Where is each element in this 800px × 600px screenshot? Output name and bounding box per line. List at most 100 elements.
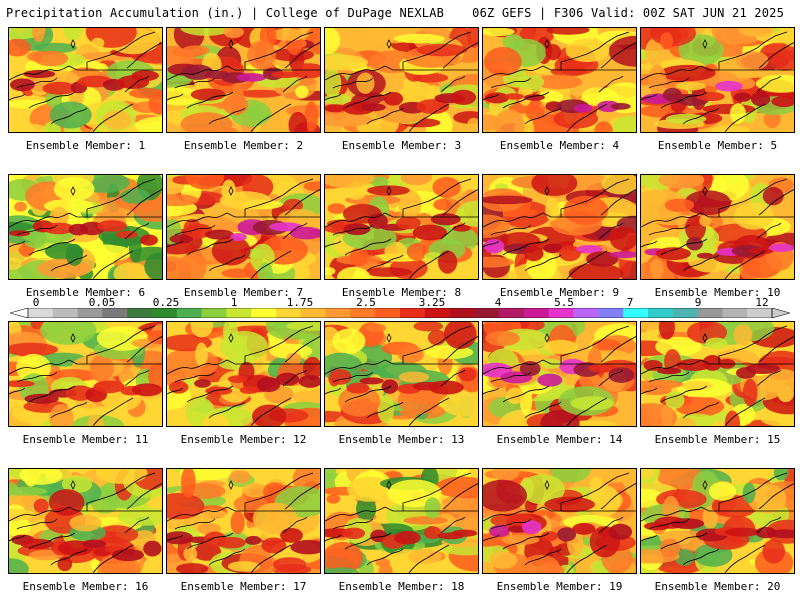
- map-boundary: [502, 532, 550, 550]
- ensemble-member-label: Ensemble Member: 18: [338, 580, 465, 593]
- map-boundary: [366, 548, 404, 566]
- map-boundary: [50, 254, 88, 272]
- colorbar-swatch: [77, 308, 103, 318]
- map-boundary: [483, 534, 500, 542]
- map-boundary: [566, 397, 608, 426]
- map-boundary: [92, 544, 134, 573]
- station-marker-icon: [386, 39, 392, 49]
- ensemble-member-label: Ensemble Member: 16: [22, 580, 149, 593]
- precip-field: [483, 28, 636, 132]
- map-boundary: [282, 75, 308, 93]
- map-boundary: [408, 544, 450, 573]
- map-boundary: [700, 212, 794, 218]
- map-boundary: [402, 178, 472, 217]
- map-boundary: [440, 516, 466, 534]
- map-boundary: [442, 189, 478, 216]
- colorbar-swatch: [28, 308, 54, 318]
- map-boundary: [28, 532, 76, 550]
- map-boundary: [483, 359, 544, 375]
- precip-map: [166, 468, 321, 574]
- map-boundary: [167, 212, 228, 228]
- map-boundary: [442, 336, 478, 363]
- ensemble-member-label: Ensemble Member: 8: [341, 286, 462, 299]
- colorbar-scale: [10, 308, 790, 318]
- precip-map: [482, 27, 637, 133]
- station-marker-icon: [228, 186, 234, 196]
- map-boundary: [600, 336, 636, 363]
- precip-field: [641, 322, 794, 426]
- ensemble-panel: Ensemble Member: 9: [482, 174, 637, 299]
- map-boundary: [9, 212, 70, 228]
- map-boundary: [344, 385, 392, 403]
- map-boundary: [490, 518, 532, 530]
- ensemble-member-label: Ensemble Member: 10: [654, 286, 781, 299]
- map-boundary: [174, 77, 216, 89]
- precip-field: [167, 175, 320, 279]
- ensemble-panel: Ensemble Member: 7: [166, 174, 321, 299]
- ensemble-member-label: Ensemble Member: 9: [499, 286, 620, 299]
- precip-field: [9, 28, 162, 132]
- colorbar-swatch: [548, 308, 574, 318]
- map-boundary: [384, 506, 478, 512]
- colorbar-swatch: [176, 308, 202, 318]
- map-boundary: [366, 401, 404, 419]
- map-boundary: [16, 371, 58, 383]
- colorbar-labels: 0 0.05 0.25 1 1.75 2.5 3.25 4 5.5 7 9 12: [10, 296, 790, 309]
- colorbar-swatch: [499, 308, 525, 318]
- map-boundary: [124, 75, 150, 93]
- map-boundary: [9, 65, 70, 81]
- map-boundary: [50, 548, 88, 566]
- colorbar-swatch: [400, 308, 426, 318]
- map-boundary: [641, 506, 702, 522]
- map-boundary: [490, 77, 532, 89]
- colorbar-swatch: [152, 308, 178, 318]
- map-boundary: [724, 544, 766, 573]
- map-boundary: [16, 518, 58, 530]
- colorbar-tick-label: 7: [626, 296, 634, 309]
- map-boundary: [524, 548, 562, 566]
- map-boundary: [9, 387, 26, 395]
- precip-map: [8, 468, 163, 574]
- precip-map: [324, 321, 479, 427]
- colorbar-swatch: [648, 308, 674, 318]
- map-boundary: [332, 518, 374, 530]
- map-boundary: [566, 103, 608, 132]
- precip-map: [482, 321, 637, 427]
- map-boundary: [490, 224, 532, 236]
- ensemble-panel: Ensemble Member: 13: [324, 321, 479, 446]
- map-boundary: [208, 254, 246, 272]
- precip-map: [640, 468, 795, 574]
- precip-field: [483, 175, 636, 279]
- precip-map: [8, 27, 163, 133]
- map-boundary: [167, 359, 228, 375]
- precip-map: [640, 27, 795, 133]
- map-boundary: [641, 65, 702, 81]
- colorbar-tick-label: 0: [32, 296, 40, 309]
- map-boundary: [542, 506, 636, 512]
- map-boundary: [325, 65, 386, 81]
- map-boundary: [483, 93, 500, 101]
- map-boundary: [756, 369, 782, 387]
- map-boundary: [560, 472, 630, 511]
- map-boundary: [208, 548, 246, 566]
- map-boundary: [641, 534, 658, 542]
- map-boundary: [502, 385, 550, 403]
- station-marker-icon: [386, 186, 392, 196]
- map-boundary: [186, 385, 234, 403]
- map-boundary: [124, 222, 150, 240]
- station-marker-icon: [544, 39, 550, 49]
- map-boundary: [600, 189, 636, 216]
- station-marker-icon: [544, 480, 550, 490]
- map-boundary: [758, 483, 794, 510]
- map-boundary: [250, 397, 292, 426]
- map-boundary: [566, 250, 608, 279]
- colorbar-tick-label: 3.25: [418, 296, 446, 309]
- colorbar-swatch: [672, 308, 698, 318]
- map-boundary: [384, 359, 478, 365]
- map-boundary: [408, 397, 450, 426]
- precip-map: [166, 27, 321, 133]
- map-title: Precipitation Accumulation (in.) | Colle…: [6, 6, 445, 20]
- map-boundary: [641, 93, 658, 101]
- map-boundary: [92, 397, 134, 426]
- map-boundary: [641, 387, 658, 395]
